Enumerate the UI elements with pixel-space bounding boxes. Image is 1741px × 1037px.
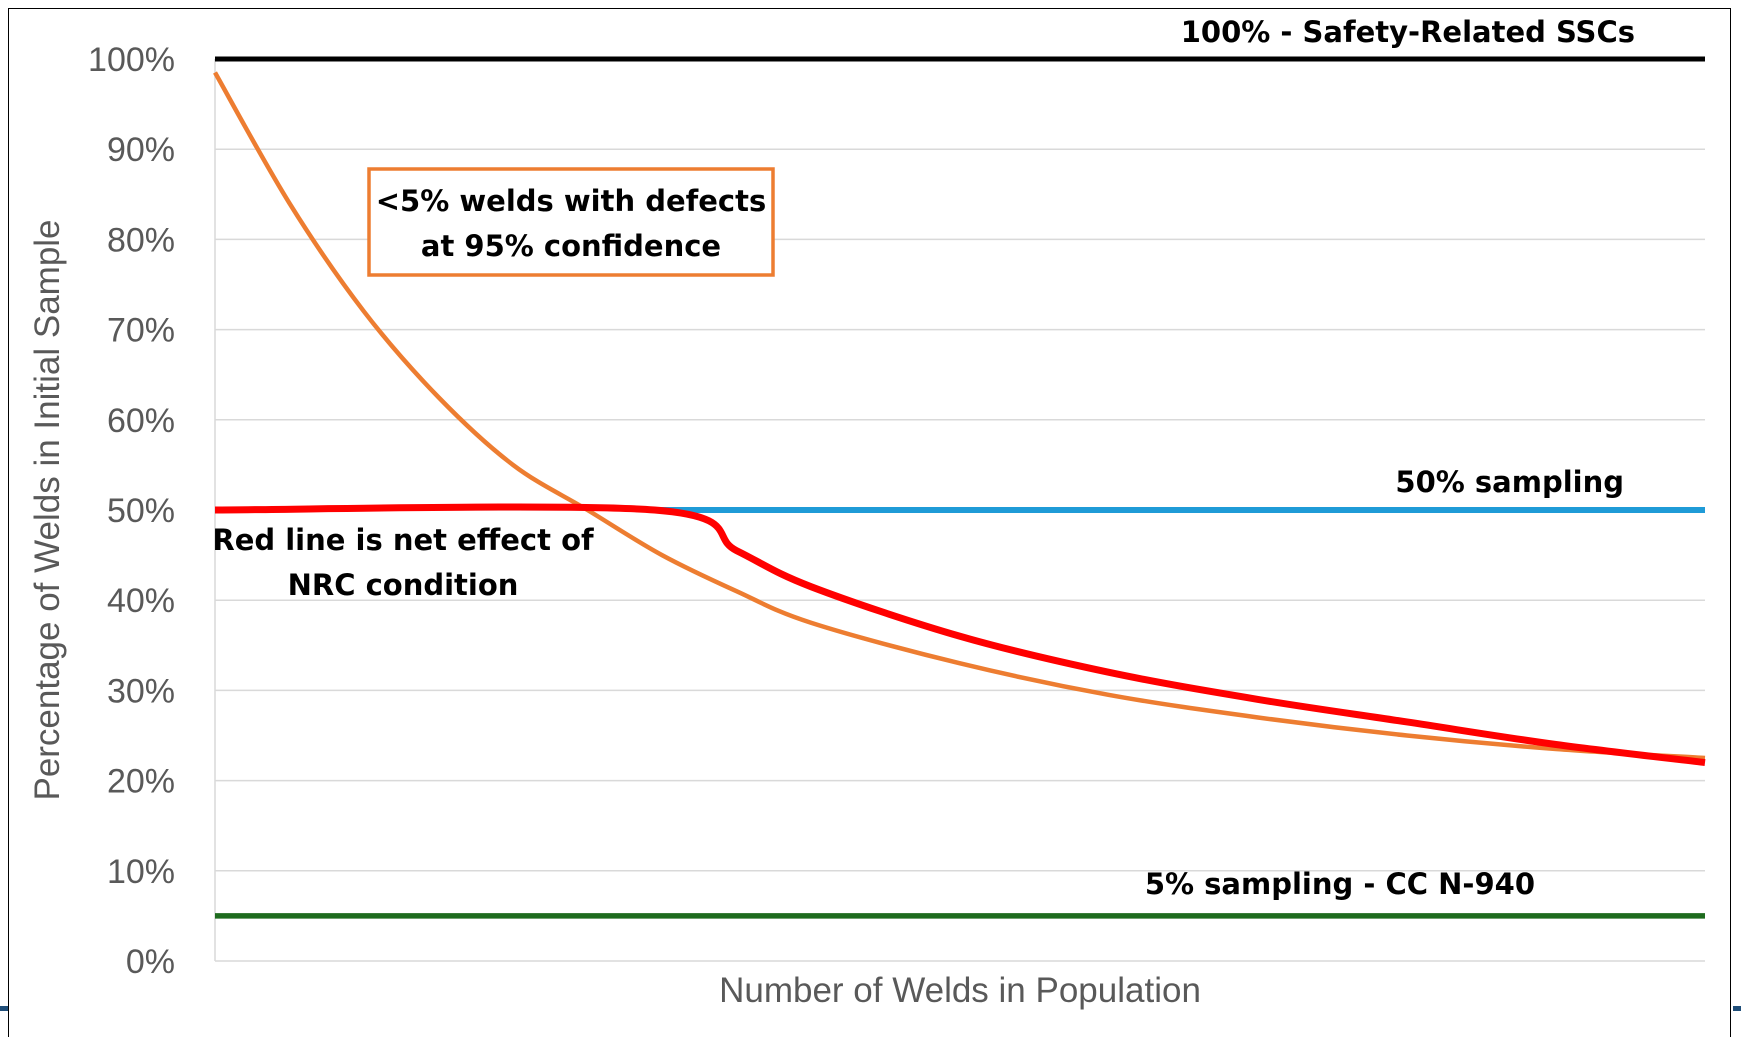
slide-edge-left [0,1006,8,1011]
confidence-annotation-line-2: at 95% confidence [421,229,721,263]
y-tick-label: 80% [107,221,175,259]
y-axis-title: Percentage of Welds in Initial Sample [28,219,67,800]
series-lines [213,56,1706,919]
y-tick-label: 60% [107,402,175,440]
x-axis-title: Number of Welds in Population [719,971,1201,1010]
confidence-annotation-box [367,167,775,277]
y-tick-label: 20% [107,763,175,801]
y-tick-label: 0% [126,943,175,981]
series-line [214,503,1706,767]
y-tick-label: 30% [107,672,175,710]
y-tick-label: 90% [107,131,175,169]
fifty-percent-label: 50% sampling [1395,465,1624,499]
y-tick-label: 10% [107,853,175,891]
red-line-note-line-2: NRC condition [288,568,519,602]
safety-related-label: 100% - Safety-Related SSCs [1181,15,1635,49]
y-tick-label: 40% [107,582,175,620]
y-tick-label: 100% [88,41,175,79]
red-line-note-line-1: Red line is net effect of [212,523,594,557]
confidence-annotation-line-1: <5% welds with defects [376,184,767,218]
five-percent-label: 5% sampling - CC N-940 [1145,867,1535,901]
chart-frame [8,8,1731,1037]
series-line [213,71,1706,761]
y-tick-labels: 0% 10% 20% 30% 40% 50% 60% 70% 80% 90% 100% [88,41,175,981]
y-tick-label: 50% [107,492,175,530]
y-tick-label: 70% [107,312,175,350]
slide-edge-right [1733,1006,1741,1011]
